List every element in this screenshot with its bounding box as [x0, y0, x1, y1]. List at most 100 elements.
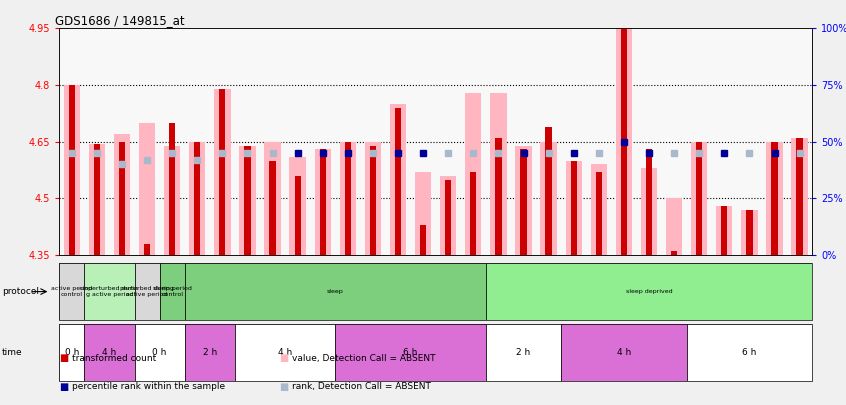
Bar	[118, 142, 125, 255]
Text: 6 h: 6 h	[742, 348, 756, 357]
Bar	[746, 210, 753, 255]
Bar	[184, 263, 486, 320]
Bar	[415, 172, 431, 255]
Bar	[85, 263, 135, 320]
Bar	[691, 142, 707, 255]
Bar	[365, 142, 381, 255]
Text: active period
control: active period control	[51, 286, 92, 297]
Bar	[344, 142, 351, 255]
Bar	[370, 145, 376, 255]
Bar	[766, 142, 783, 255]
Bar	[160, 263, 184, 320]
Text: 4 h: 4 h	[278, 348, 292, 357]
Bar	[89, 144, 105, 255]
Bar	[315, 149, 331, 255]
Bar	[570, 161, 577, 255]
Bar	[63, 85, 80, 255]
Text: transformed count: transformed count	[72, 354, 157, 363]
Text: 6 h: 6 h	[404, 348, 418, 357]
Bar	[114, 134, 130, 255]
Bar	[772, 142, 777, 255]
Text: ■: ■	[279, 382, 288, 392]
Text: unperturbed durin
g active period: unperturbed durin g active period	[80, 286, 139, 297]
Bar	[440, 176, 456, 255]
Text: sleep period
control: sleep period control	[153, 286, 191, 297]
Bar	[340, 142, 356, 255]
Text: percentile rank within the sample: percentile rank within the sample	[72, 382, 225, 391]
Bar	[190, 142, 206, 255]
Text: 0 h: 0 h	[152, 348, 167, 357]
Bar	[491, 93, 507, 255]
Bar	[465, 93, 481, 255]
Text: perturbed during
active period: perturbed during active period	[120, 286, 174, 297]
Bar	[561, 324, 687, 381]
Bar	[687, 324, 812, 381]
Bar	[335, 324, 486, 381]
Bar	[169, 123, 175, 255]
Bar	[265, 142, 281, 255]
Text: GDS1686 / 149815_at: GDS1686 / 149815_at	[56, 14, 185, 27]
Bar	[796, 138, 803, 255]
Text: protocol: protocol	[2, 287, 39, 296]
Bar	[94, 144, 100, 255]
Bar	[420, 225, 426, 255]
Bar	[59, 263, 85, 320]
Bar	[289, 157, 305, 255]
Bar	[164, 145, 180, 255]
Bar	[244, 145, 250, 255]
Text: 2 h: 2 h	[203, 348, 217, 357]
Bar	[390, 104, 406, 255]
Bar	[717, 206, 733, 255]
Bar	[235, 324, 335, 381]
Bar	[219, 89, 226, 255]
Bar	[515, 145, 531, 255]
Bar	[596, 172, 602, 255]
Text: value, Detection Call = ABSENT: value, Detection Call = ABSENT	[292, 354, 436, 363]
Bar	[591, 164, 607, 255]
Text: sleep deprived: sleep deprived	[626, 289, 673, 294]
Bar	[645, 149, 652, 255]
Bar	[135, 324, 184, 381]
Bar	[395, 108, 401, 255]
Bar	[184, 324, 235, 381]
Bar	[135, 263, 160, 320]
Bar	[641, 168, 657, 255]
Bar	[470, 172, 476, 255]
Bar	[520, 149, 527, 255]
Text: 4 h: 4 h	[617, 348, 631, 357]
Bar	[696, 142, 702, 255]
Bar	[666, 198, 682, 255]
Bar	[495, 138, 502, 255]
Bar	[792, 138, 808, 255]
Bar	[741, 210, 757, 255]
Bar	[194, 142, 201, 255]
Bar	[721, 206, 728, 255]
Text: ■: ■	[59, 354, 69, 363]
Bar	[85, 324, 135, 381]
Text: 0 h: 0 h	[64, 348, 79, 357]
Text: ■: ■	[279, 354, 288, 363]
Bar	[239, 145, 255, 255]
Bar	[59, 324, 85, 381]
Text: rank, Detection Call = ABSENT: rank, Detection Call = ABSENT	[292, 382, 431, 391]
Bar	[144, 244, 151, 255]
Bar	[486, 324, 561, 381]
Text: sleep: sleep	[327, 289, 343, 294]
Bar	[269, 161, 276, 255]
Bar	[621, 28, 627, 255]
Bar	[445, 179, 452, 255]
Bar	[616, 28, 632, 255]
Text: ■: ■	[59, 382, 69, 392]
Bar	[541, 142, 557, 255]
Bar	[69, 85, 75, 255]
Text: time: time	[2, 348, 22, 357]
Bar	[546, 127, 552, 255]
Bar	[214, 89, 230, 255]
Bar	[566, 161, 582, 255]
Text: 2 h: 2 h	[516, 348, 530, 357]
Bar	[320, 149, 326, 255]
Bar	[294, 176, 301, 255]
Bar	[671, 252, 678, 255]
Text: 4 h: 4 h	[102, 348, 117, 357]
Bar	[486, 263, 812, 320]
